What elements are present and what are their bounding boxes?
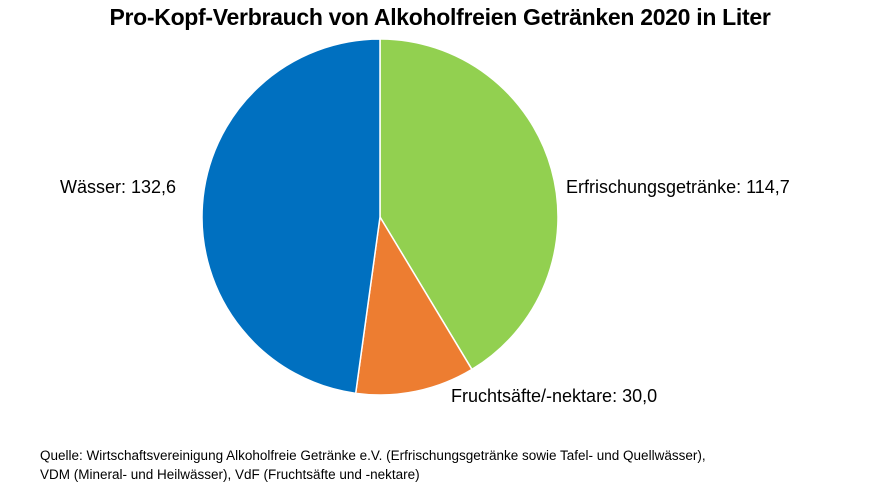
source-line-2: VDM (Mineral- und Heilwässer), VdF (Fruc… <box>40 467 420 482</box>
label-waesser: Wässer: 132,6 <box>60 177 177 197</box>
slice-waesser <box>201 38 381 395</box>
source-line-1: Quelle: Wirtschaftsvereinigung Alkoholfr… <box>40 448 706 463</box>
source-note: Quelle: Wirtschaftsvereinigung Alkoholfr… <box>40 446 706 484</box>
chart-title: Pro-Kopf-Verbrauch von Alkoholfreien Get… <box>109 4 771 30</box>
slice-fruchtsaefte <box>354 214 473 396</box>
label-fruchtsaefte: Fruchtsäfte/-nektare: 30,0 <box>451 386 658 406</box>
slice-erfrischungsgetraenke <box>379 38 559 371</box>
label-erfrischungsgetraenke: Erfrischungsgetränke: 114,7 <box>566 177 790 197</box>
